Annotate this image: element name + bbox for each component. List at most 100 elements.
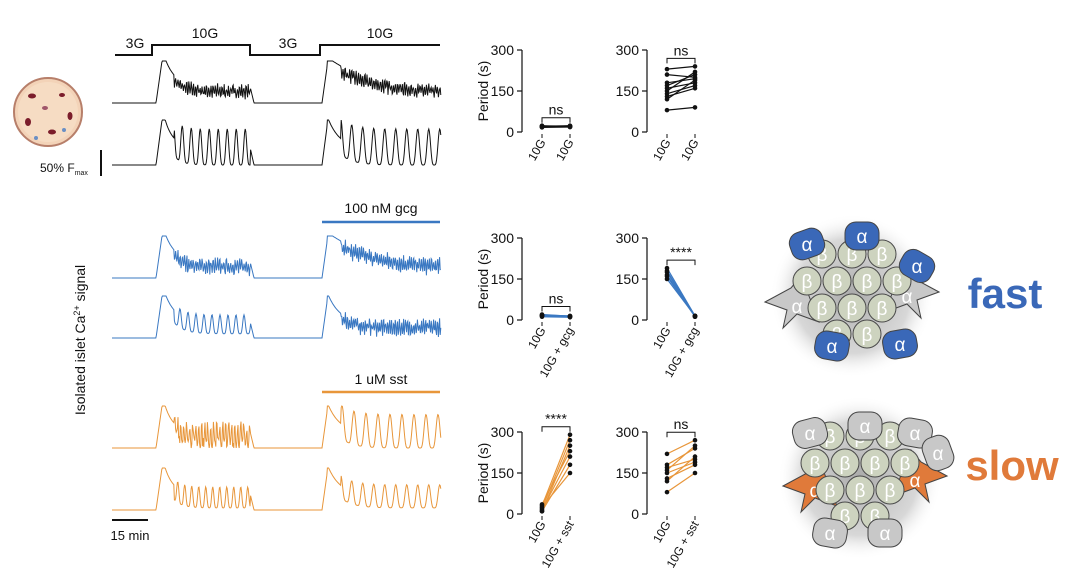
alpha-cell bbox=[898, 248, 936, 284]
cell-label: β bbox=[877, 245, 888, 266]
cell-label: β bbox=[862, 272, 873, 293]
beta-cell bbox=[860, 448, 890, 478]
data-point bbox=[692, 69, 698, 75]
x-tick-label: 10G bbox=[525, 519, 548, 546]
cell-label: β bbox=[855, 481, 866, 502]
beta-cell bbox=[830, 448, 860, 478]
y-tick-label: 0 bbox=[506, 506, 514, 522]
data-point bbox=[539, 125, 545, 130]
data-point bbox=[692, 437, 698, 443]
cell-label: β bbox=[825, 427, 836, 448]
pair-line bbox=[541, 125, 571, 128]
cell-label: α bbox=[860, 417, 871, 438]
y-axis-label: Period (s) bbox=[475, 61, 491, 122]
cell-label: β bbox=[802, 272, 813, 293]
y-tick-label: 300 bbox=[491, 42, 515, 58]
cell-label: β bbox=[832, 272, 843, 293]
pair-line bbox=[541, 316, 571, 318]
significance-bracket bbox=[666, 259, 696, 266]
pair-line bbox=[666, 106, 696, 111]
significance-label: **** bbox=[545, 411, 567, 427]
beta-cell bbox=[875, 475, 905, 505]
data-point bbox=[692, 470, 698, 476]
cell-label: β bbox=[825, 481, 836, 502]
pair-line bbox=[541, 464, 571, 512]
y-tick-label: 150 bbox=[491, 83, 515, 99]
y-tick-label: 150 bbox=[616, 83, 640, 99]
alpha-cell bbox=[788, 227, 826, 261]
protocol-line bbox=[115, 44, 440, 56]
y-tick-label: 150 bbox=[491, 271, 515, 287]
pair-line bbox=[666, 464, 696, 480]
data-point bbox=[664, 478, 670, 484]
data-point bbox=[664, 107, 670, 113]
data-point bbox=[567, 443, 573, 448]
cell-label: β bbox=[847, 245, 858, 266]
cell-label: β bbox=[870, 454, 881, 475]
pair-line bbox=[666, 65, 696, 70]
cell-label: α bbox=[895, 335, 906, 356]
y-tick-label: 300 bbox=[616, 230, 640, 246]
cell-label: β bbox=[817, 299, 828, 320]
data-point bbox=[567, 314, 573, 319]
y-tick-label: 300 bbox=[491, 230, 515, 246]
calcium-trace bbox=[112, 119, 442, 166]
x-tick-label: 10G bbox=[525, 325, 548, 352]
scale-label-main: 50% F bbox=[40, 161, 75, 175]
data-point bbox=[567, 462, 573, 468]
x-tick-label: 10G bbox=[650, 325, 673, 352]
cell-label: α bbox=[802, 235, 813, 256]
y-tick-label: 0 bbox=[631, 506, 639, 522]
cell-label: α bbox=[910, 424, 921, 445]
data-point bbox=[664, 72, 670, 77]
y-tick-label: 150 bbox=[616, 271, 640, 287]
cell-label: β bbox=[885, 427, 896, 448]
y-tick-label: 0 bbox=[631, 312, 639, 328]
cell-label: β bbox=[862, 325, 873, 346]
beta-cell bbox=[867, 293, 897, 323]
pair-line bbox=[666, 278, 696, 317]
fast-label: fast bbox=[968, 270, 1043, 317]
alpha-cell bbox=[791, 417, 829, 449]
significance-label: ns bbox=[674, 42, 689, 58]
significance-label: ns bbox=[549, 291, 564, 307]
cell-label: α bbox=[933, 444, 944, 465]
cell-label: β bbox=[900, 454, 911, 475]
y-tick-label: 0 bbox=[506, 124, 514, 140]
pair-line bbox=[666, 456, 696, 482]
data-point bbox=[692, 85, 698, 91]
calcium-trace bbox=[112, 405, 442, 449]
pair-line bbox=[666, 71, 696, 92]
data-point bbox=[692, 462, 698, 468]
cell-label: α bbox=[827, 337, 838, 358]
data-point bbox=[692, 454, 698, 459]
cell-label: α bbox=[805, 424, 816, 445]
cell-label: β bbox=[810, 454, 821, 475]
y-tick-label: 300 bbox=[491, 424, 515, 440]
data-point bbox=[567, 454, 573, 459]
y-tick-label: 300 bbox=[616, 42, 640, 58]
significance-label: **** bbox=[670, 244, 692, 260]
cell-label: β bbox=[817, 245, 828, 266]
data-point bbox=[567, 470, 573, 476]
pair-line bbox=[666, 79, 696, 100]
data-point bbox=[664, 470, 670, 476]
traces bbox=[112, 60, 442, 511]
cell-label: β bbox=[840, 507, 851, 528]
alpha-cell bbox=[814, 330, 850, 362]
scale-label-sub: max bbox=[75, 170, 89, 177]
alpha-cell bbox=[812, 517, 848, 549]
data-point bbox=[664, 96, 670, 102]
x-tick-label: 10G bbox=[553, 137, 576, 164]
cell-label: α bbox=[880, 524, 891, 545]
scale-label-y: 50% Fmax bbox=[40, 161, 88, 177]
calcium-trace bbox=[112, 295, 442, 339]
significance-bracket bbox=[666, 431, 696, 438]
data-point bbox=[567, 448, 573, 454]
pair-line bbox=[666, 87, 696, 98]
cell-label: β bbox=[840, 454, 851, 475]
alpha-cell bbox=[882, 328, 918, 360]
cell-label: α bbox=[792, 297, 803, 318]
